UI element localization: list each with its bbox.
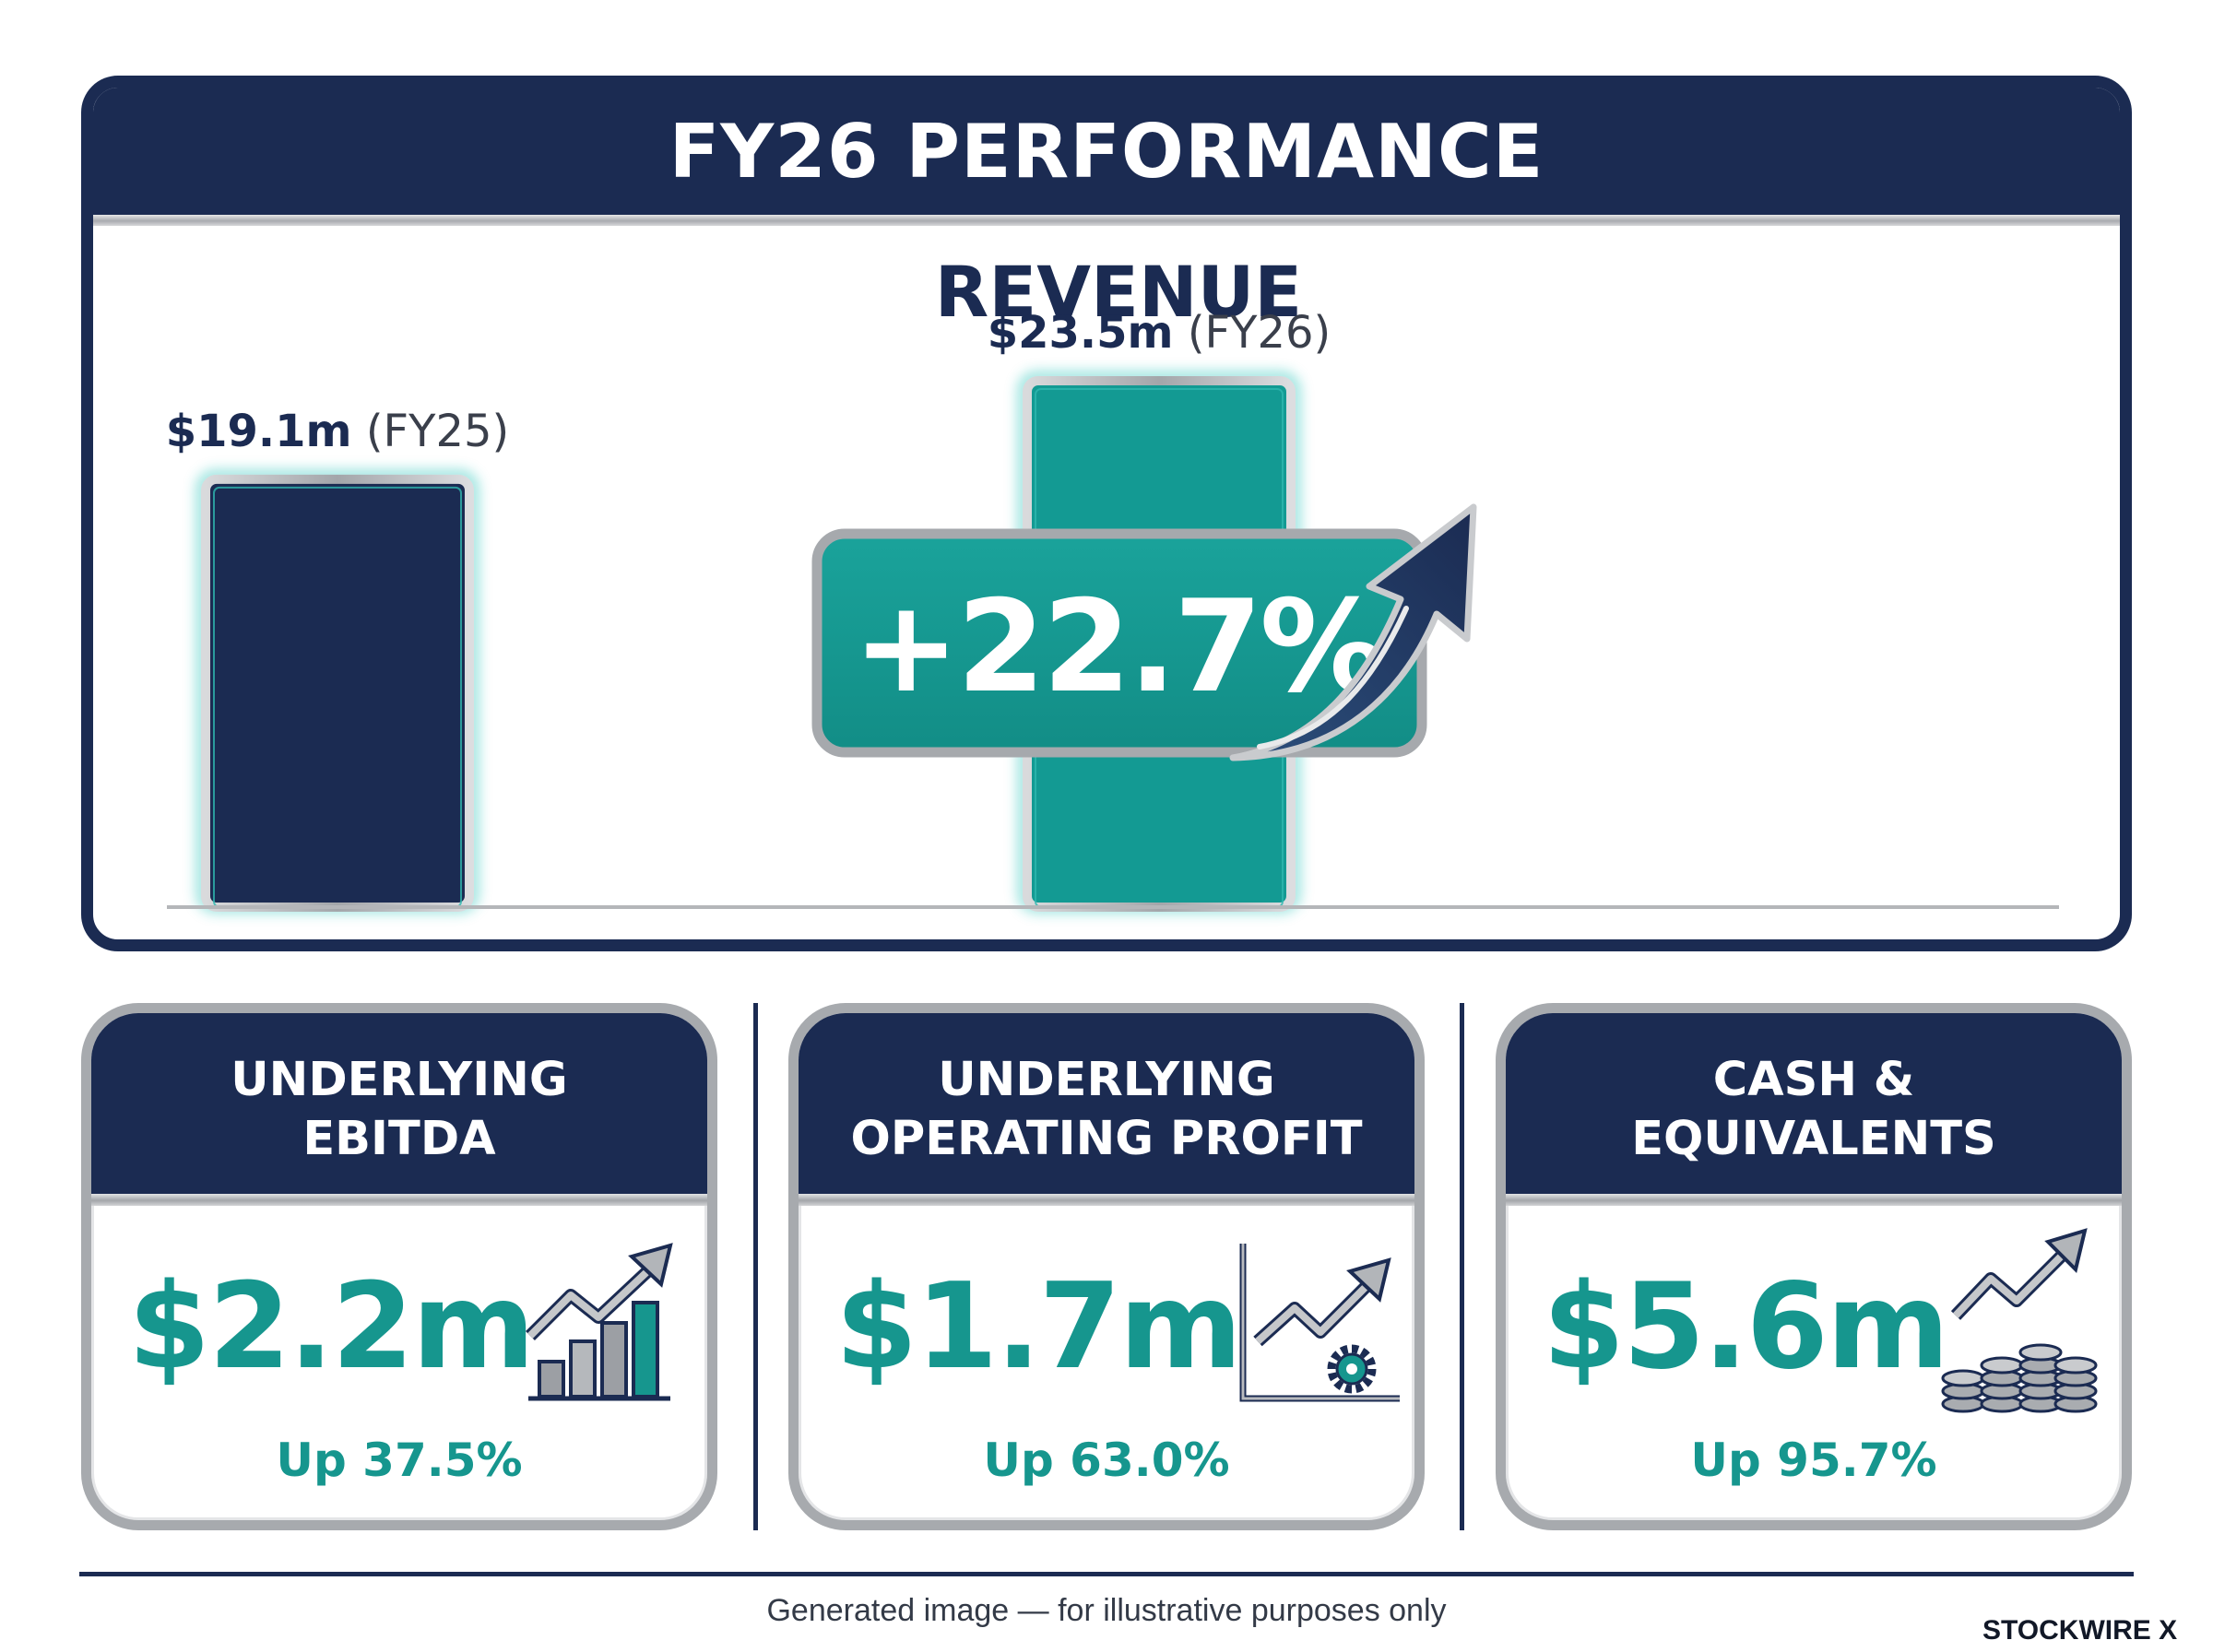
card-title-line1: CASH & <box>1712 1053 1915 1107</box>
growth-badge: +22.7% <box>811 503 1477 761</box>
growth-label: +22.7% <box>853 572 1384 721</box>
card-title-line2: EQUIVALENTS <box>1631 1112 1996 1166</box>
arrow-up-right-icon <box>1229 503 1477 761</box>
card-separator <box>753 1003 758 1530</box>
chart-title: REVENUE <box>935 251 1302 333</box>
metric-change: Up 95.7% <box>1690 1434 1937 1487</box>
card-header: UNDERLYING EBITDA <box>91 1013 707 1194</box>
revenue-chart: REVENUE $19.1m (FY25) $23.5m (FY26) +22.7… <box>166 251 2059 913</box>
card-title-line1: UNDERLYING <box>938 1053 1275 1107</box>
header-divider <box>93 215 2120 226</box>
metric-value: $2.2m <box>128 1258 535 1396</box>
card-header: UNDERLYING OPERATING PROFIT <box>799 1013 1414 1194</box>
coin <box>2053 1356 2098 1375</box>
card-divider <box>91 1194 707 1206</box>
coins-growth-icon <box>1941 1228 2098 1413</box>
metric-card-cash: CASH & EQUIVALENTS $5.6m Up 95.7% <box>1496 1003 2132 1530</box>
bar-value-label: $23.5m (FY26) <box>988 307 1331 359</box>
panel-header: FY26 PERFORMANCE <box>93 88 2120 215</box>
revenue-panel: FY26 PERFORMANCE REVENUE $19.1m (FY25) $2… <box>81 76 2132 951</box>
bar-chart-up-icon <box>526 1243 673 1401</box>
footer-note: Generated image — for illustrative purpo… <box>766 1593 1447 1628</box>
bar-value-label: $19.1m (FY25) <box>166 406 510 457</box>
line-chart-gear-icon <box>1239 1244 1400 1402</box>
card-separator <box>1460 1003 1464 1530</box>
card-header: CASH & EQUIVALENTS <box>1506 1013 2122 1194</box>
metric-value: $1.7m <box>835 1258 1242 1396</box>
card-divider <box>799 1194 1414 1206</box>
metric-change: Up 63.0% <box>983 1434 1230 1487</box>
revenue-bar-fy25 <box>201 474 474 912</box>
brand-logo: STOCKWIRE X <box>1982 1615 2178 1646</box>
metric-card-ebitda: UNDERLYING EBITDA $2.2m Up 37.5% <box>81 1003 717 1530</box>
card-title-line1: UNDERLYING <box>231 1053 568 1107</box>
card-title-line2: OPERATING PROFIT <box>850 1112 1363 1166</box>
page-title: FY26 PERFORMANCE <box>669 108 1544 195</box>
coin <box>2018 1343 2063 1362</box>
coin <box>1980 1356 2024 1375</box>
metric-value: $5.6m <box>1543 1258 1949 1396</box>
coin <box>1941 1369 1985 1387</box>
card-title-line2: EBITDA <box>302 1112 496 1166</box>
card-divider <box>1506 1194 2122 1206</box>
footer-divider <box>79 1572 2134 1576</box>
metric-change: Up 37.5% <box>276 1434 523 1487</box>
metric-card-operating-profit: UNDERLYING OPERATING PROFIT $1.7m Up 63.… <box>788 1003 1425 1530</box>
